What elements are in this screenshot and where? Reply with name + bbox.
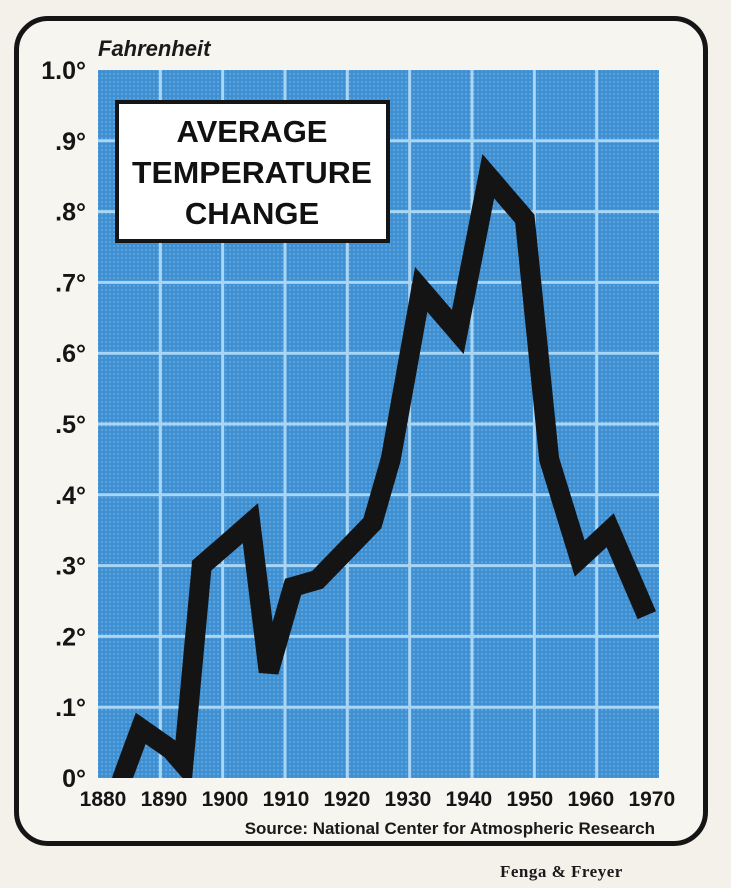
x-axis: 1880 1890 1900 1910 1920 1930 1940 1950 1960 1970 <box>80 788 676 811</box>
y-tick-label: .3° <box>55 553 86 581</box>
y-tick-label: .5° <box>55 411 86 439</box>
x-tick-label: 1880 <box>80 788 127 811</box>
y-tick-label: .4° <box>55 482 86 510</box>
y-tick-label: .8° <box>55 199 86 227</box>
artist-credit: Fenga & Freyer <box>500 862 623 881</box>
x-tick-label: 1970 <box>628 788 675 811</box>
x-tick-label: 1960 <box>567 788 614 811</box>
source-note: Source: National Center for Atmospheric … <box>245 819 655 838</box>
y-tick-label: .7° <box>55 269 86 297</box>
x-tick-label: 1900 <box>202 788 249 811</box>
x-tick-label: 1940 <box>446 788 493 811</box>
y-tick-label: .1° <box>55 694 86 722</box>
x-tick-label: 1890 <box>141 788 188 811</box>
y-tick-label: 1.0° <box>41 57 86 85</box>
y-tick-label: .2° <box>55 623 86 651</box>
title-line-3: CHANGE <box>185 196 319 231</box>
y-tick-label: 0° <box>62 765 86 793</box>
x-tick-label: 1910 <box>263 788 310 811</box>
title-line-2: TEMPERATURE <box>132 155 372 190</box>
title-line-1: AVERAGE <box>176 114 327 149</box>
unit-label: Fahrenheit <box>98 36 212 61</box>
series-layer <box>112 154 656 778</box>
x-tick-label: 1930 <box>385 788 432 811</box>
x-tick-label: 1920 <box>324 788 371 811</box>
y-tick-label: .9° <box>55 128 86 156</box>
y-axis: 0° .1° .2° .3° .4° .5° .6° .7° .8° .9° 1.0° <box>41 57 86 793</box>
y-tick-label: .6° <box>55 340 86 368</box>
title-box: AVERAGE TEMPERATURE CHANGE <box>115 100 390 243</box>
series-line-0 <box>112 154 656 778</box>
x-tick-label: 1950 <box>506 788 553 811</box>
